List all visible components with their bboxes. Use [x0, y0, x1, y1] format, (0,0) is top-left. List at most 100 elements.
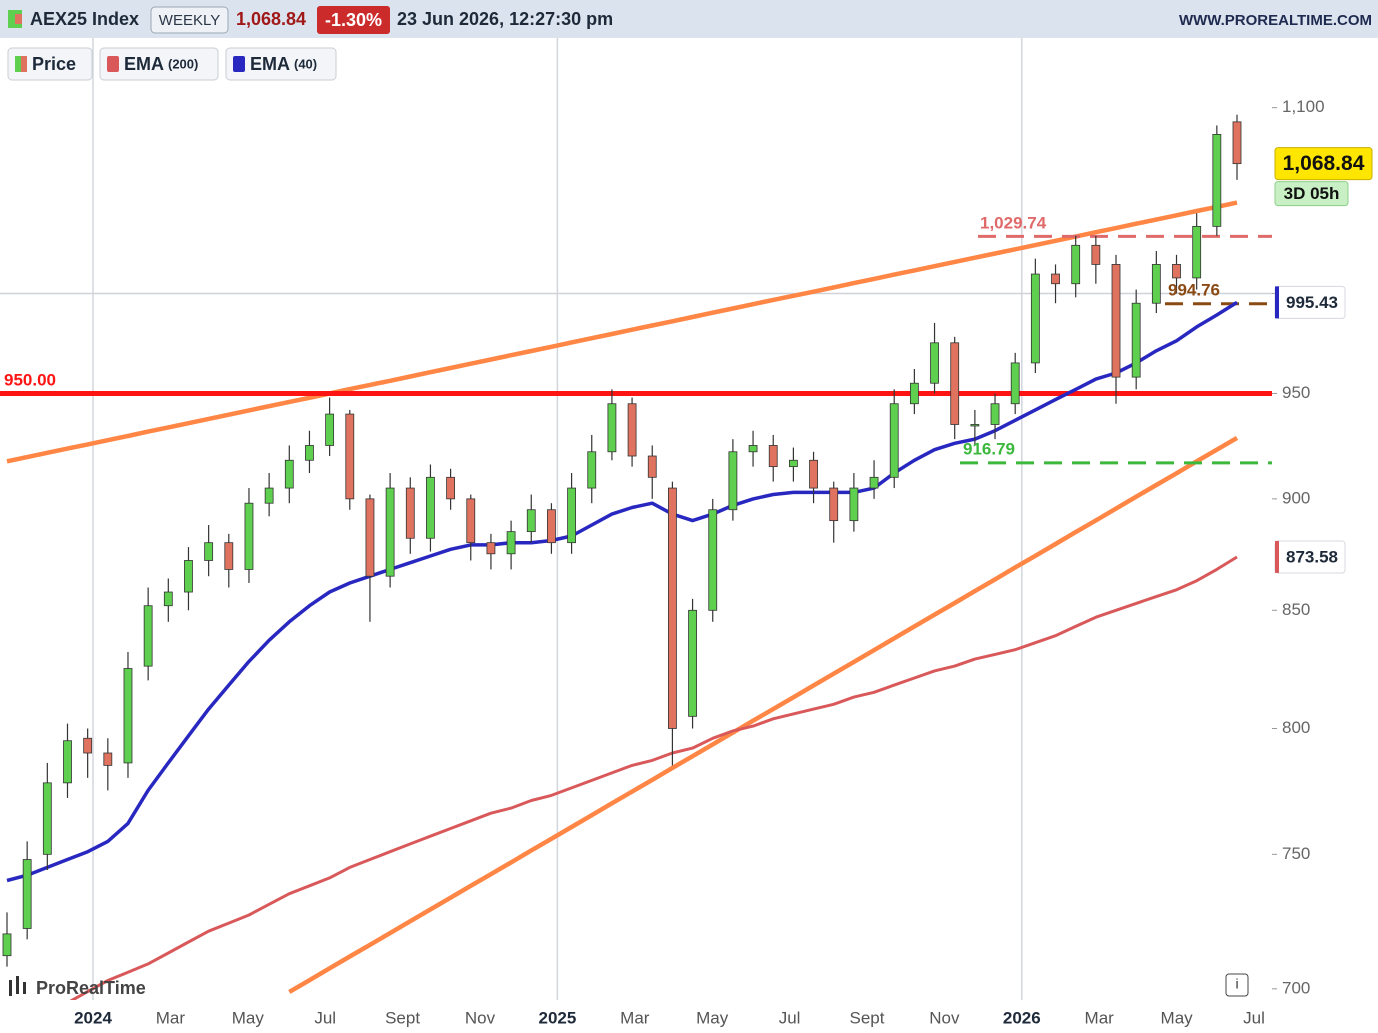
candle-body	[627, 403, 637, 457]
legend-params[interactable]: (40)	[294, 56, 317, 71]
price-tag-label: 873.58	[1286, 547, 1338, 566]
x-tick-label: 2024	[74, 1008, 112, 1027]
change: -1.30%	[325, 10, 382, 30]
candle-body	[869, 476, 879, 489]
candle-body	[305, 445, 314, 461]
legend-button[interactable]	[225, 47, 337, 81]
legend-swatch[interactable]	[15, 56, 21, 72]
candle-body	[930, 342, 939, 384]
datetime: 23 Jun 2026, 12:27:30 pm	[397, 9, 613, 29]
candle-body	[244, 502, 254, 570]
candle-body	[325, 413, 335, 446]
candle-body	[748, 445, 758, 453]
plot-area	[0, 38, 1272, 1000]
y-tick-label: 850	[1282, 600, 1310, 619]
y-tick-label: 700	[1282, 978, 1310, 997]
watermark-icon	[16, 976, 19, 994]
candle-body	[446, 476, 456, 500]
price-tag-label: 995.43	[1286, 293, 1338, 312]
y-tick-label: 750	[1282, 844, 1310, 863]
candle-body	[1212, 134, 1222, 227]
candle-body	[1071, 244, 1081, 285]
candle-body	[1151, 264, 1161, 304]
candle-body	[728, 451, 738, 511]
level-label: 916.79	[963, 439, 1015, 458]
legend-label[interactable]: Price	[32, 54, 76, 74]
candle-body	[909, 382, 919, 405]
legend-label[interactable]: EMA	[250, 54, 290, 74]
info-icon[interactable]: i	[1235, 976, 1238, 992]
candle-body	[668, 487, 677, 729]
legend-label[interactable]: EMA	[124, 54, 164, 74]
candle-body	[970, 424, 980, 427]
candle-body	[809, 459, 818, 489]
candle-body	[1091, 244, 1101, 265]
x-tick-label: Jul	[1243, 1008, 1265, 1027]
header-bar	[0, 0, 1378, 38]
symbol-icon	[15, 14, 22, 24]
y-tick-label: 900	[1282, 488, 1310, 507]
level-label: 1,029.74	[980, 213, 1047, 232]
price-tag	[1274, 147, 1373, 181]
candle-body	[22, 859, 32, 929]
candle-body	[426, 476, 435, 539]
candle-body	[647, 455, 657, 478]
candle-body	[547, 509, 556, 544]
candle-body	[123, 668, 133, 764]
candle-body	[526, 509, 536, 533]
y-tick-label: 950	[1282, 383, 1310, 402]
legend-swatch[interactable]	[233, 56, 245, 72]
candle-body	[83, 737, 93, 754]
timeframe-box[interactable]	[150, 6, 229, 34]
candle-body	[1172, 264, 1181, 279]
y-tick-label: 800	[1282, 718, 1310, 737]
x-tick-label: May	[232, 1008, 265, 1027]
watermark-icon	[9, 980, 12, 996]
last-price: 1,068.84	[236, 9, 306, 29]
candle-body	[63, 740, 72, 784]
candle-body	[163, 591, 173, 607]
candle-body	[829, 487, 839, 522]
candle-body	[264, 487, 274, 504]
legend-button[interactable]	[99, 47, 219, 81]
price-tag-label: 3D 05h	[1284, 184, 1340, 203]
x-tick-label: Nov	[465, 1008, 496, 1027]
legend-params[interactable]: (200)	[168, 56, 198, 71]
x-tick-label: Mar	[156, 1008, 186, 1027]
info-box[interactable]	[1225, 973, 1249, 997]
watermark: ProRealTime	[36, 978, 146, 998]
candle-body	[849, 487, 859, 522]
trendline	[6, 200, 1238, 464]
candle-body	[143, 605, 153, 667]
candle-body	[486, 542, 496, 555]
y-tick-label: 1,100	[1282, 97, 1325, 116]
candle-body	[345, 413, 355, 500]
price-tag-bar	[1275, 286, 1279, 319]
x-tick-label: Mar	[1085, 1008, 1115, 1027]
legend-button[interactable]	[7, 47, 93, 81]
candle-body	[587, 451, 597, 489]
candle-body	[204, 542, 214, 561]
x-tick-label: Jul	[314, 1008, 336, 1027]
x-tick-label: Sept	[385, 1008, 420, 1027]
candle-body	[1030, 273, 1040, 364]
change-box	[317, 6, 390, 34]
x-tick-label: Mar	[620, 1008, 650, 1027]
candle-body	[284, 459, 294, 489]
trendline	[288, 435, 1239, 994]
candle-body	[1051, 273, 1060, 285]
candle-body	[990, 403, 1000, 425]
candle-body	[42, 782, 52, 855]
candle-body	[788, 459, 798, 468]
candle-body	[1010, 362, 1020, 405]
price-tag-label: 1,068.84	[1283, 152, 1365, 175]
timeframe[interactable]: WEEKLY	[159, 12, 220, 29]
ema-line	[6, 300, 1238, 883]
legend-swatch[interactable]	[107, 56, 119, 72]
candle-body	[708, 509, 718, 611]
candle-body	[405, 487, 415, 539]
candle-body	[224, 542, 234, 570]
candle-body	[103, 752, 113, 766]
legend-swatch[interactable]	[21, 56, 27, 72]
